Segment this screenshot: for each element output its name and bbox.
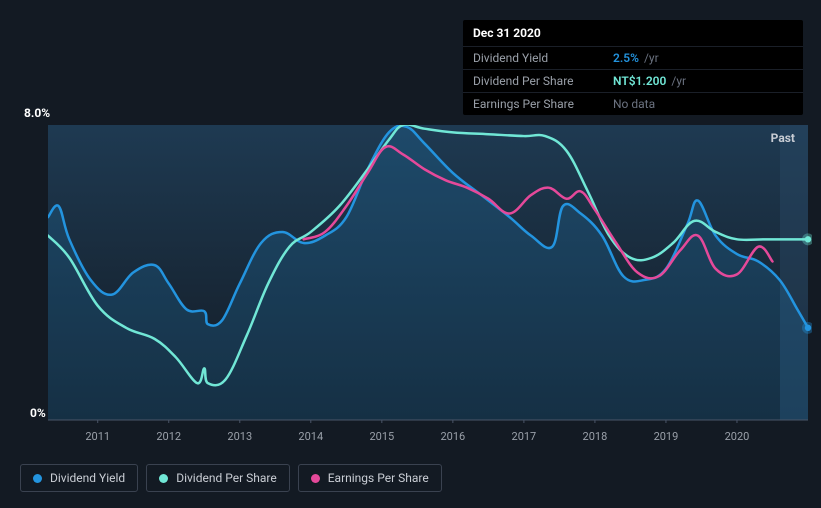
x-axis-tick: 2019 xyxy=(654,430,679,443)
x-axis-tick: 2020 xyxy=(725,430,750,443)
tooltip-date: Dec 31 2020 xyxy=(463,20,803,47)
x-axis-tick: 2014 xyxy=(298,430,323,443)
x-axis-tick: 2018 xyxy=(583,430,608,443)
legend-swatch xyxy=(159,474,168,483)
x-axis-tick: 2012 xyxy=(156,430,181,443)
chart-tooltip: Dec 31 2020 Dividend Yield2.5% /yrDivide… xyxy=(463,20,803,115)
tooltip-row-label: Dividend Per Share xyxy=(473,74,613,88)
tooltip-row-value: 2.5% /yr xyxy=(613,51,659,65)
line-chart[interactable] xyxy=(48,125,812,423)
legend-label: Dividend Per Share xyxy=(176,471,277,485)
tooltip-row: Earnings Per ShareNo data xyxy=(463,93,803,115)
x-axis-tick: 2013 xyxy=(227,430,252,443)
x-axis-tick: 2016 xyxy=(440,430,465,443)
legend-label: Earnings Per Share xyxy=(328,471,429,485)
chart-legend: Dividend Yield Dividend Per Share Earnings… xyxy=(20,464,442,492)
legend-swatch xyxy=(311,474,320,483)
tooltip-row-value: NT$1.200 /yr xyxy=(613,74,686,88)
x-axis-tick: 2017 xyxy=(512,430,537,443)
tooltip-row: Dividend Yield2.5% /yr xyxy=(463,47,803,70)
past-label: Past xyxy=(771,131,795,145)
y-axis-max-label: 8.0% xyxy=(24,106,50,120)
y-axis-min-label: 0% xyxy=(30,406,46,420)
legend-item[interactable]: Dividend Yield xyxy=(20,464,138,492)
tooltip-row-value: No data xyxy=(613,97,655,111)
legend-item[interactable]: Earnings Per Share xyxy=(298,464,442,492)
x-axis-tick: 2015 xyxy=(369,430,394,443)
tooltip-row-label: Earnings Per Share xyxy=(473,97,613,111)
tooltip-row: Dividend Per ShareNT$1.200 /yr xyxy=(463,70,803,93)
legend-swatch xyxy=(33,474,42,483)
legend-item[interactable]: Dividend Per Share xyxy=(146,464,290,492)
x-axis-tick: 2011 xyxy=(85,430,110,443)
legend-label: Dividend Yield xyxy=(50,471,125,485)
tooltip-row-label: Dividend Yield xyxy=(473,51,613,65)
